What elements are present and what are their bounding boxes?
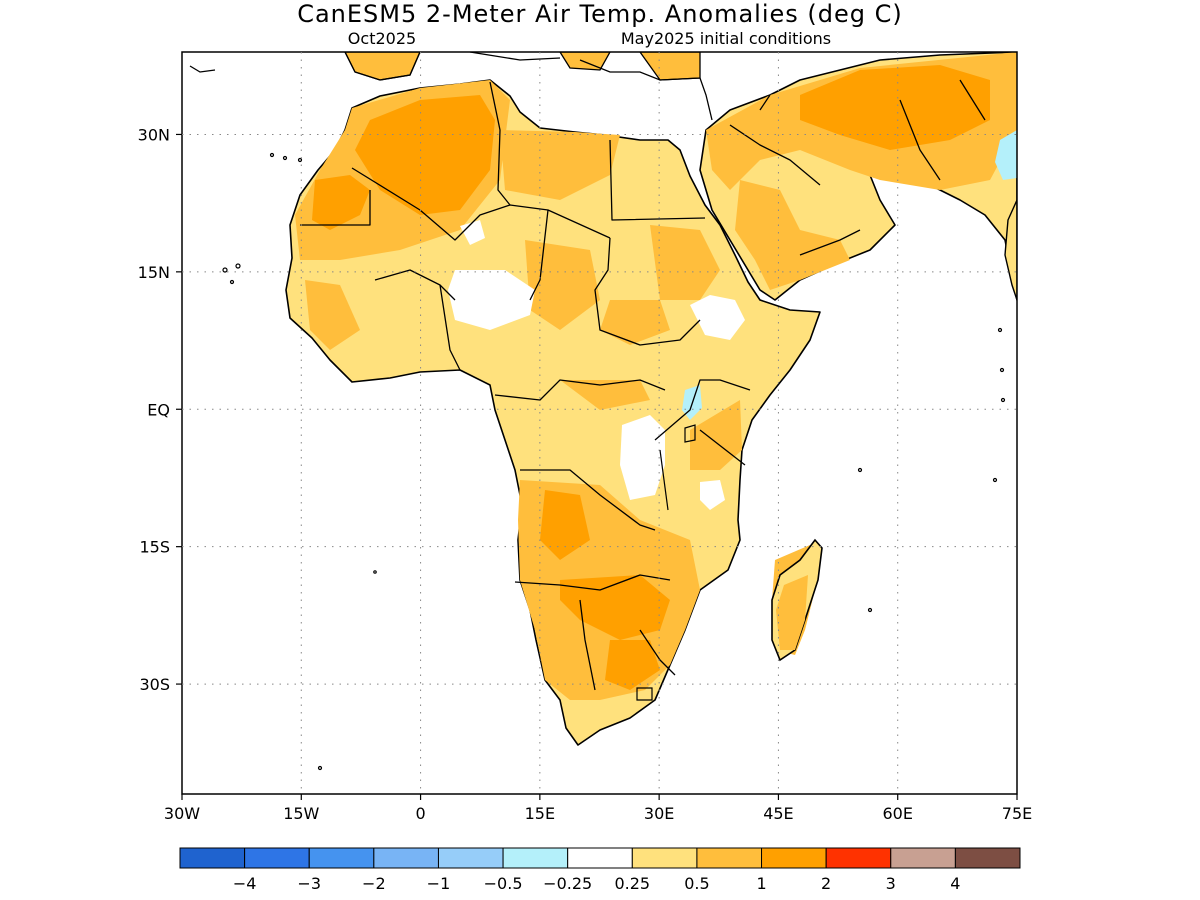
x-tick-label: 15W	[283, 804, 319, 823]
anomaly-2-plus	[312, 65, 990, 690]
latitude-labels: 30N 15N EQ 15S 30S	[138, 125, 170, 694]
mediterranean-coast	[189, 52, 713, 121]
x-tick-label: 60E	[882, 804, 912, 823]
colorbar-swatch	[373, 847, 439, 869]
valid-month-subtitle: Oct2025	[348, 29, 416, 48]
colorbar-label: 0.5	[684, 874, 709, 893]
madagascar-anomaly	[776, 575, 808, 650]
y-tick-label: EQ	[147, 400, 170, 419]
colorbar-swatch	[437, 847, 504, 869]
x-tick-label: 15E	[525, 804, 555, 823]
y-tick-label: 15S	[139, 538, 170, 557]
colorbar-swatch	[502, 847, 569, 869]
country-borders	[300, 79, 986, 691]
y-tick-label: 15N	[138, 263, 170, 282]
x-tick-label: 75E	[1002, 804, 1032, 823]
longitude-labels: 30W 15W 0 15E 30E 45E 60E 75E	[164, 804, 1032, 823]
x-tick-label: 0	[415, 804, 425, 823]
colorbar-labels: −4 −3 −2 −1 −0.5 −0.25 0.25 0.5 1 2 3 4	[233, 874, 961, 893]
anomaly-near-zero	[448, 220, 745, 510]
colorbar-swatch	[825, 847, 892, 869]
colorbar-label: 4	[950, 874, 960, 893]
colorbar-label: 3	[886, 874, 896, 893]
colorbar	[179, 847, 1021, 869]
map-title: CanESM5 2-Meter Air Temp. Anomalies (deg…	[297, 0, 903, 28]
colorbar-label: −0.25	[543, 874, 592, 893]
plot-frame	[181, 51, 1018, 795]
colorbar-label: −2	[362, 874, 386, 893]
colorbar-label: 1	[756, 874, 766, 893]
colorbar-swatch	[179, 847, 246, 869]
colorbar-swatch	[954, 847, 1021, 869]
y-tick-label: 30N	[138, 125, 170, 144]
x-tick-label: 30W	[164, 804, 200, 823]
india-landmass	[1004, 199, 1017, 301]
colorbar-label: 0.25	[614, 874, 650, 893]
colorbar-swatch	[244, 847, 310, 869]
x-tick-label: 30E	[644, 804, 674, 823]
colorbar-swatch	[696, 847, 763, 869]
colorbar-label: −4	[233, 874, 257, 893]
x-tick-label: 45E	[763, 804, 793, 823]
colorbar-swatch	[890, 847, 956, 869]
colorbar-swatch	[761, 847, 827, 869]
colorbar-swatch	[567, 847, 633, 869]
map-plot-area	[182, 52, 1017, 794]
y-tick-label: 30S	[139, 675, 170, 694]
colorbar-label: −3	[297, 874, 321, 893]
colorbar-swatch	[308, 847, 375, 869]
colorbar-label: −1	[427, 874, 451, 893]
axis-ticks	[176, 133, 1018, 800]
lakes-and-islands	[222, 152, 1006, 771]
colorbar-label: 2	[821, 874, 831, 893]
colorbar-label: −0.5	[484, 874, 523, 893]
colorbar-swatch	[631, 847, 698, 869]
initial-conditions-subtitle: May2025 initial conditions	[621, 29, 831, 48]
